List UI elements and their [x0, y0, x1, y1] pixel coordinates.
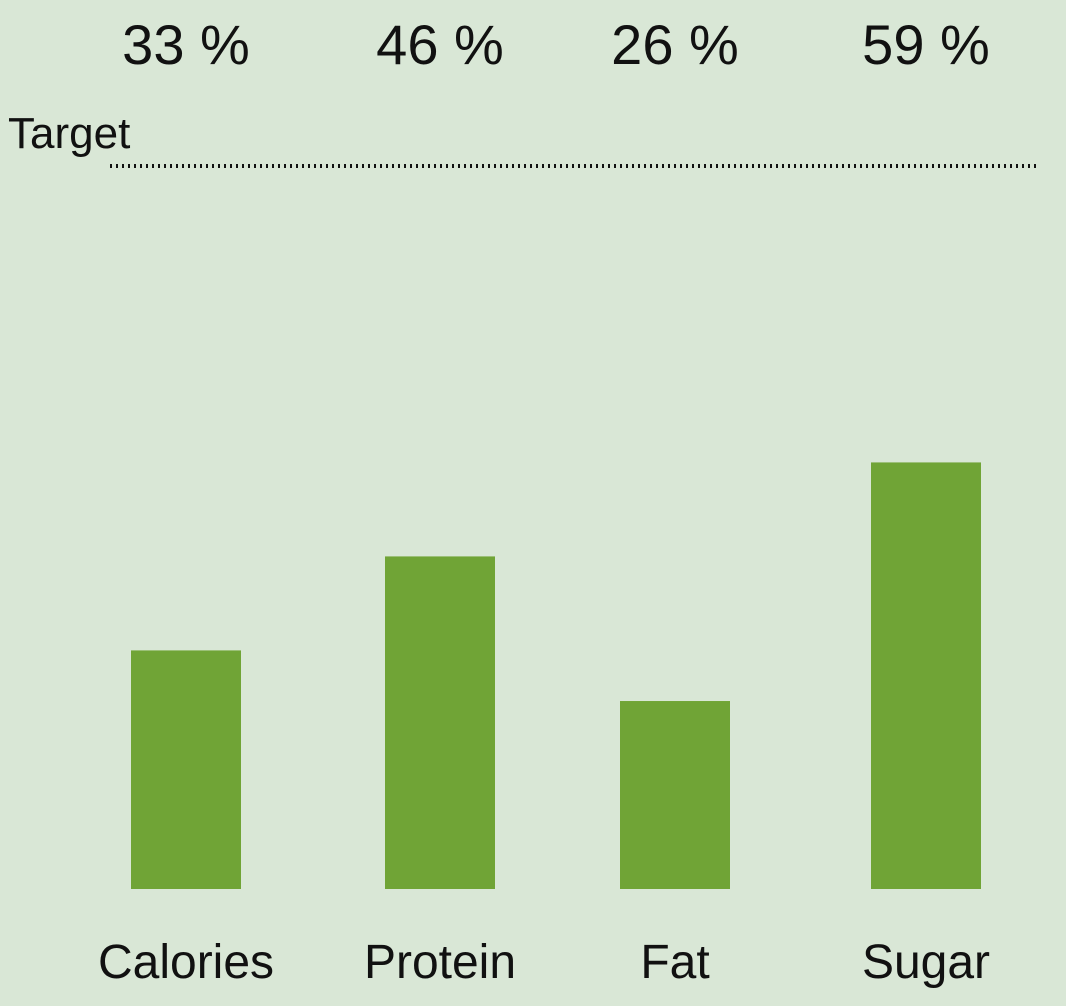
- bar-calories: [131, 650, 241, 889]
- value-label-sugar: 59 %: [862, 13, 990, 76]
- category-label-fat: Fat: [640, 936, 709, 989]
- value-label-calories: 33 %: [122, 13, 250, 76]
- target-label: Target: [8, 109, 130, 158]
- bar-fat: [620, 701, 730, 889]
- bar-protein: [385, 556, 495, 889]
- category-label-protein: Protein: [364, 936, 516, 989]
- bar-sugar: [871, 462, 981, 889]
- category-label-calories: Calories: [98, 936, 274, 989]
- value-label-protein: 46 %: [376, 13, 504, 76]
- value-label-fat: 26 %: [611, 13, 739, 76]
- category-label-sugar: Sugar: [862, 936, 990, 989]
